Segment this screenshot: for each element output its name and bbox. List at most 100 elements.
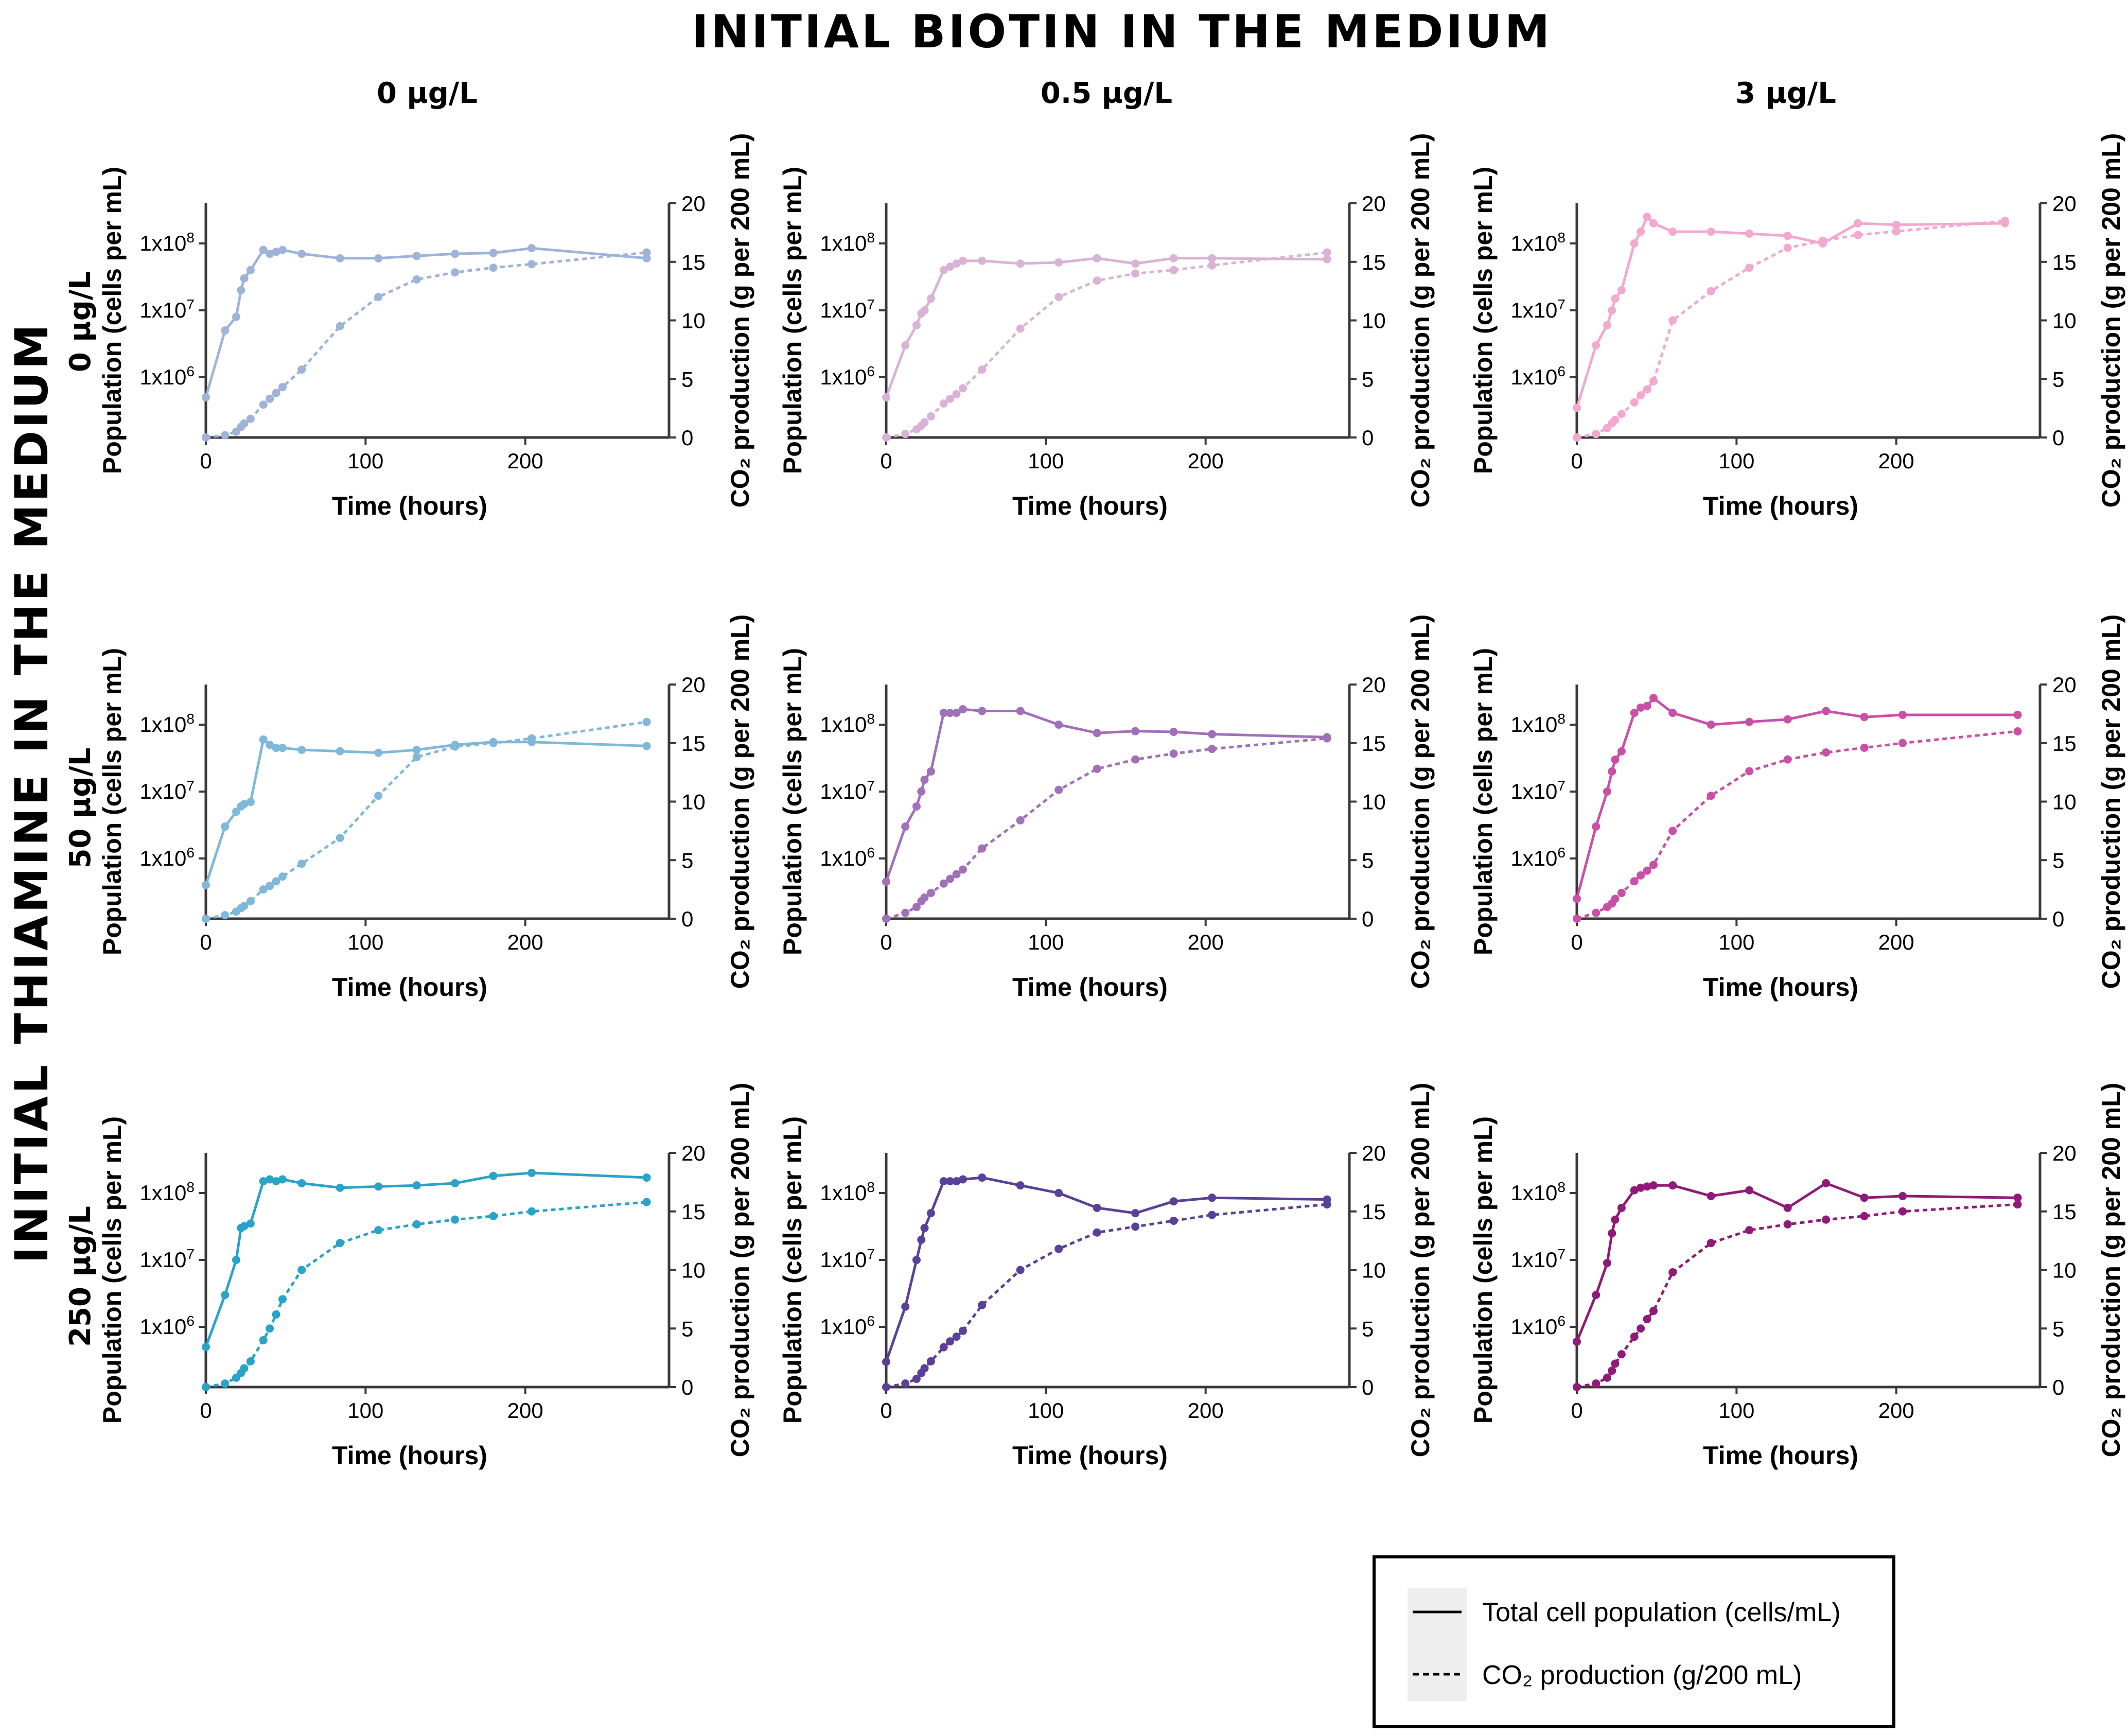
co2-point	[1131, 755, 1140, 764]
co2-point	[221, 911, 230, 920]
chart-panel-6: 0 100 200 1x106 1x107 1x108 0 5 10 15 20 Time (hour…	[1469, 615, 2125, 1002]
population-point	[1898, 711, 1907, 720]
population-point	[946, 262, 955, 271]
co2-point	[939, 879, 948, 888]
co2-point	[926, 412, 935, 421]
chart-panel-7: 0 100 200 1x106 1x107 1x108 0 5 10 15 20 Time (hour…	[98, 1083, 754, 1470]
co2-point	[882, 433, 890, 442]
population-point	[1093, 729, 1101, 738]
population-point	[489, 249, 498, 257]
y-right-axis-label: CO₂ production (g per 200 mL)	[726, 1083, 754, 1458]
population-point	[1016, 707, 1025, 715]
co2-point	[259, 400, 268, 409]
population-point	[939, 1177, 948, 1186]
population-point	[1637, 1183, 1645, 1192]
co2-point	[946, 874, 955, 883]
y-right-tick-label: 5	[681, 367, 693, 391]
y-right-tick-label: 20	[681, 191, 706, 216]
co2-point	[451, 268, 460, 277]
population-point	[1860, 713, 1869, 722]
co2-point	[240, 1364, 249, 1373]
co2-point	[1898, 1207, 1907, 1216]
population-point	[221, 326, 230, 335]
population-point	[2013, 1194, 2022, 1202]
population-point	[978, 256, 987, 265]
y-right-tick-label: 5	[1362, 1317, 1374, 1341]
population-point	[1016, 259, 1025, 268]
co2-point	[374, 1226, 383, 1235]
population-line	[885, 257, 1327, 398]
population-point	[297, 250, 306, 258]
y-left-axis-label: Population (cells per mL)	[1469, 648, 1498, 955]
co2-point	[1016, 816, 1025, 825]
y-right-tick-label: 0	[1362, 907, 1374, 931]
chart-panels: 0 100 200 1x106 1x107 1x108 0 5 10 15 20 Time (hour…	[98, 133, 2125, 1470]
co2-point	[297, 860, 306, 868]
co2-point	[336, 322, 344, 330]
y-left-tick-label: 1x107	[139, 296, 195, 322]
population-point	[1611, 755, 1620, 764]
co2-point	[952, 1332, 961, 1341]
co2-line	[205, 251, 647, 439]
population-point	[259, 246, 268, 254]
co2-point	[1745, 767, 1754, 776]
x-tick-label: 200	[507, 930, 543, 954]
y-left-tick-label: 1x108	[820, 711, 875, 737]
population-point	[642, 254, 651, 262]
co2-line	[886, 737, 1327, 920]
y-left-tick-label: 1x107	[820, 778, 875, 803]
x-axis-label: Time (hours)	[1703, 1441, 1858, 1470]
population-point	[1892, 220, 1901, 229]
co2-point	[240, 901, 249, 910]
co2-point	[1323, 248, 1331, 257]
population-point	[240, 800, 249, 809]
population-point	[926, 1209, 935, 1218]
population-point	[926, 294, 935, 303]
co2-point	[451, 1215, 460, 1224]
co2-point	[1131, 1222, 1140, 1231]
population-point	[1630, 1186, 1639, 1195]
population-point	[1630, 239, 1639, 248]
population-point	[246, 1219, 255, 1228]
population-point	[451, 1179, 460, 1188]
co2-point	[336, 1239, 344, 1248]
y-right-tick-label: 10	[681, 309, 706, 333]
y-right-tick-label: 15	[2052, 250, 2077, 274]
co2-point	[297, 365, 306, 374]
y-right-tick-label: 20	[681, 673, 706, 697]
population-point	[1208, 254, 1217, 262]
population-point	[202, 1343, 210, 1352]
y-left-tick-label: 1x106	[1510, 845, 1566, 870]
population-point	[1617, 747, 1626, 756]
y-right-tick-label: 5	[1362, 848, 1374, 872]
chart-panel-2: 0 100 200 1x106 1x107 1x108 0 5 10 15 20 Time (hour…	[778, 133, 1435, 520]
population-point	[240, 1222, 249, 1231]
co2-point	[1603, 1373, 1611, 1382]
co2-point	[1617, 410, 1626, 418]
population-point	[1745, 230, 1754, 238]
chart-panel-1: 0 100 200 1x106 1x107 1x108 0 5 10 15 20 Time (hour…	[98, 133, 754, 520]
co2-point	[278, 1295, 287, 1304]
left-and-bottom-axis	[1575, 685, 2040, 920]
y-right-tick-label: 10	[2052, 1258, 2077, 1283]
population-point	[882, 1357, 890, 1366]
co2-point	[1573, 915, 1581, 923]
left-and-bottom-axis	[204, 1153, 669, 1389]
co2-point	[1818, 236, 1827, 245]
co2-point	[912, 1375, 921, 1383]
y-right-tick-label: 0	[681, 426, 693, 450]
y-right-tick-label: 5	[2052, 1317, 2064, 1341]
population-point	[527, 1168, 536, 1177]
x-tick-label: 100	[347, 1398, 383, 1423]
co2-point	[946, 1337, 955, 1346]
population-point	[1608, 1229, 1616, 1238]
population-point	[1707, 721, 1715, 729]
population-point	[1323, 255, 1331, 264]
co2-point	[882, 915, 890, 923]
x-axis-label: Time (hours)	[1012, 492, 1168, 520]
co2-point	[297, 1266, 306, 1274]
population-point	[1131, 259, 1140, 268]
co2-point	[1323, 1200, 1331, 1209]
co2-point	[336, 834, 344, 843]
y-left-tick-label: 1x107	[139, 778, 195, 803]
